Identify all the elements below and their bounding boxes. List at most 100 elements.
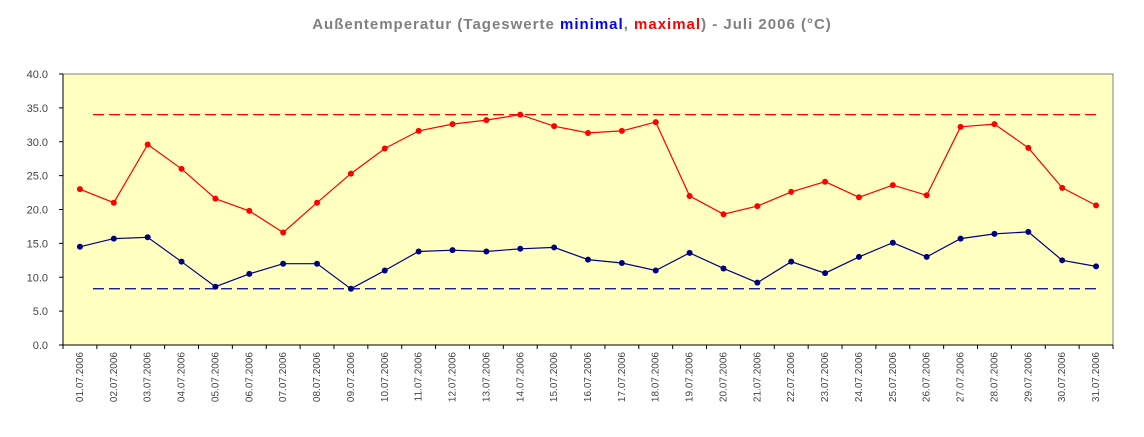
x-tick-label: 25.07.2006 <box>888 352 899 402</box>
y-tick-label: 15.0 <box>27 238 48 250</box>
max-point <box>483 117 490 124</box>
x-tick-label: 04.07.2006 <box>177 352 188 402</box>
max-point <box>144 141 151 148</box>
min-point <box>720 265 727 272</box>
y-tick-label: 0.0 <box>33 340 48 352</box>
x-tick-label: 08.07.2006 <box>312 352 323 402</box>
x-axis: 01.07.2006 02.07.2006 03.07.2006 04.07.2006… <box>62 344 1114 402</box>
min-point <box>957 235 964 242</box>
min-point <box>1059 257 1066 264</box>
max-point <box>178 165 185 172</box>
min-point <box>347 285 354 292</box>
min-point <box>754 279 761 286</box>
x-tick-label: 05.07.2006 <box>210 352 221 402</box>
max-point <box>314 199 321 206</box>
min-point <box>381 267 388 274</box>
max-point <box>788 188 795 195</box>
x-tick-label: 11.07.2006 <box>414 352 425 402</box>
x-tick-label: 14.07.2006 <box>515 352 526 402</box>
reference-lines <box>93 114 1098 290</box>
x-tick-label: 18.07.2006 <box>651 352 662 402</box>
min-point <box>923 253 930 260</box>
x-tick-label: 09.07.2006 <box>346 352 357 402</box>
max-point <box>110 199 117 206</box>
max-point <box>76 186 83 193</box>
max-point <box>415 127 422 134</box>
max-point <box>449 121 456 128</box>
max-point <box>1025 144 1032 151</box>
max-point <box>1059 184 1066 191</box>
max-point <box>923 192 930 199</box>
max-point <box>855 194 862 201</box>
max-point <box>551 123 558 130</box>
x-tick-label: 24.07.2006 <box>854 352 865 402</box>
x-tick-label: 07.07.2006 <box>278 352 289 402</box>
min-point <box>889 239 896 246</box>
min-point <box>517 245 524 252</box>
min-point <box>178 258 185 265</box>
min-point <box>686 249 693 256</box>
x-tick-label: 10.07.2006 <box>380 352 391 402</box>
chart-title: Außentemperatur (Tageswerte minimal, max… <box>0 16 1144 33</box>
min-point <box>212 283 219 290</box>
max-point <box>1093 202 1100 209</box>
max-point <box>754 203 761 210</box>
min-point <box>449 247 456 254</box>
y-tick-label: 40.0 <box>27 69 48 81</box>
x-tick-label: 13.07.2006 <box>481 352 492 402</box>
y-tick-label: 5.0 <box>33 306 48 318</box>
x-tick-label: 02.07.2006 <box>109 352 120 402</box>
min-point <box>144 234 151 241</box>
min-point <box>1025 228 1032 235</box>
min-point <box>855 253 862 260</box>
x-tick-label: 19.07.2006 <box>685 352 696 402</box>
x-tick-label: 29.07.2006 <box>1023 352 1034 402</box>
max-point <box>957 123 964 130</box>
title-maximal-word: maximal <box>634 16 702 33</box>
x-tick-label: 27.07.2006 <box>956 352 967 402</box>
x-tick-label: 03.07.2006 <box>143 352 154 402</box>
x-tick-label: 28.07.2006 <box>989 352 1000 402</box>
title-minimal-word: minimal <box>560 16 624 33</box>
max-point <box>720 211 727 218</box>
max-point <box>381 145 388 152</box>
min-point <box>314 260 321 267</box>
y-tick-label: 25.0 <box>27 171 48 183</box>
x-tick-label: 01.07.2006 <box>75 352 86 402</box>
max-point <box>517 111 524 118</box>
min-point <box>1093 263 1100 270</box>
min-point <box>110 235 117 242</box>
min-point <box>585 256 591 263</box>
x-tick-label: 06.07.2006 <box>244 352 255 402</box>
y-axis: 0.0 5.0 10.0 15.0 20.0 25.0 30.0 35.0 40.0 <box>27 69 64 352</box>
min-point <box>280 260 287 267</box>
min-point <box>415 248 422 255</box>
max-point <box>652 119 659 126</box>
x-tick-label: 31.07.2006 <box>1091 352 1102 402</box>
min-point <box>788 258 795 265</box>
x-tick-label: 22.07.2006 <box>786 352 797 402</box>
x-tick-label: 16.07.2006 <box>583 352 594 402</box>
title-prefix: Außentemperatur (Tageswerte <box>312 16 560 33</box>
x-tick-label: 20.07.2006 <box>718 352 729 402</box>
x-tick-label: 21.07.2006 <box>752 352 763 402</box>
max-point <box>822 178 829 185</box>
title-separator: , <box>623 16 635 33</box>
min-point <box>483 248 490 255</box>
y-tick-label: 20.0 <box>27 205 48 217</box>
title-suffix: ) - Juli 2006 (°C) <box>701 16 832 33</box>
plot-area <box>62 73 1114 346</box>
min-point <box>652 267 659 274</box>
max-point <box>585 129 591 136</box>
max-point <box>889 182 896 189</box>
x-tick-label: 23.07.2006 <box>820 352 831 402</box>
min-point <box>551 244 558 251</box>
y-tick-label: 30.0 <box>27 137 48 149</box>
min-point <box>822 270 829 277</box>
min-point <box>618 260 625 267</box>
max-point <box>618 127 625 134</box>
max-point <box>686 192 693 199</box>
min-point <box>246 270 253 277</box>
max-point <box>991 121 998 128</box>
